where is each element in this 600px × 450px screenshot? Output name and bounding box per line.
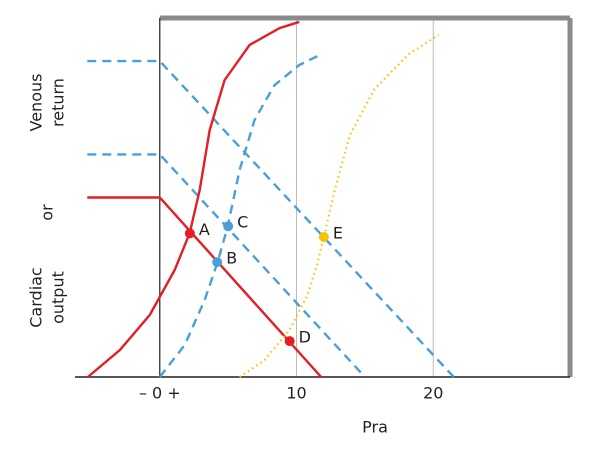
point [212, 257, 223, 268]
point-label: E [333, 223, 343, 242]
curve [87, 59, 455, 378]
curve [87, 153, 366, 378]
x-tick-label: 20 [423, 384, 443, 403]
y-axis-label-line: output [49, 271, 68, 324]
y-axis-label-line: Venous [27, 74, 46, 132]
x-tick-label: – 0 + [139, 384, 181, 403]
curve [87, 196, 323, 378]
x-tick-label: 10 [286, 384, 306, 403]
point-label: C [237, 213, 248, 232]
curve [158, 53, 321, 378]
point-label: A [199, 220, 210, 239]
point [184, 228, 195, 239]
point-label: B [226, 249, 237, 268]
point [223, 221, 234, 232]
point [318, 231, 329, 242]
x-axis-label: Pra [362, 418, 388, 437]
point [284, 336, 295, 347]
y-axis-label: Cardiac output or Venous return [27, 74, 68, 328]
curve [87, 20, 300, 378]
y-axis-label-line: or [38, 204, 57, 221]
y-axis-label-line: Cardiac [27, 267, 46, 327]
point-label: D [299, 328, 311, 347]
curve [239, 33, 440, 378]
y-axis-label-line: return [49, 78, 68, 127]
